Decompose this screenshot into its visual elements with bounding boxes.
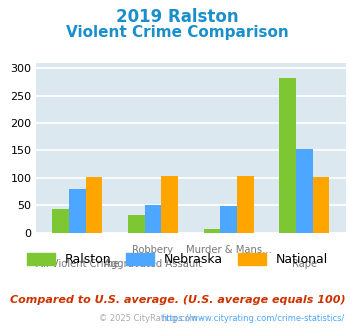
Bar — [313, 177, 329, 233]
Text: Rape: Rape — [292, 259, 317, 269]
Bar — [86, 177, 102, 233]
Bar — [69, 189, 86, 233]
Text: https://www.cityrating.com/crime-statistics/: https://www.cityrating.com/crime-statist… — [162, 314, 345, 323]
Bar — [279, 78, 296, 233]
Text: Robbery: Robbery — [132, 246, 174, 255]
Text: Compared to U.S. average. (U.S. average equals 100): Compared to U.S. average. (U.S. average … — [10, 295, 345, 305]
Bar — [144, 205, 161, 233]
Text: All Violent Crime: All Violent Crime — [36, 259, 119, 269]
Text: Violent Crime Comparison: Violent Crime Comparison — [66, 25, 289, 40]
Bar — [204, 229, 220, 233]
Text: Aggravated Assault: Aggravated Assault — [104, 259, 202, 269]
Text: 2019 Ralston: 2019 Ralston — [116, 8, 239, 26]
Bar — [237, 176, 254, 233]
Bar — [296, 149, 313, 233]
Bar — [161, 176, 178, 233]
Text: Murder & Mans...: Murder & Mans... — [186, 246, 272, 255]
Legend: Ralston, Nebraska, National: Ralston, Nebraska, National — [27, 253, 328, 266]
Bar — [52, 209, 69, 233]
Bar — [220, 206, 237, 233]
Bar — [128, 214, 144, 233]
Text: © 2025 CityRating.com -: © 2025 CityRating.com - — [99, 314, 206, 323]
